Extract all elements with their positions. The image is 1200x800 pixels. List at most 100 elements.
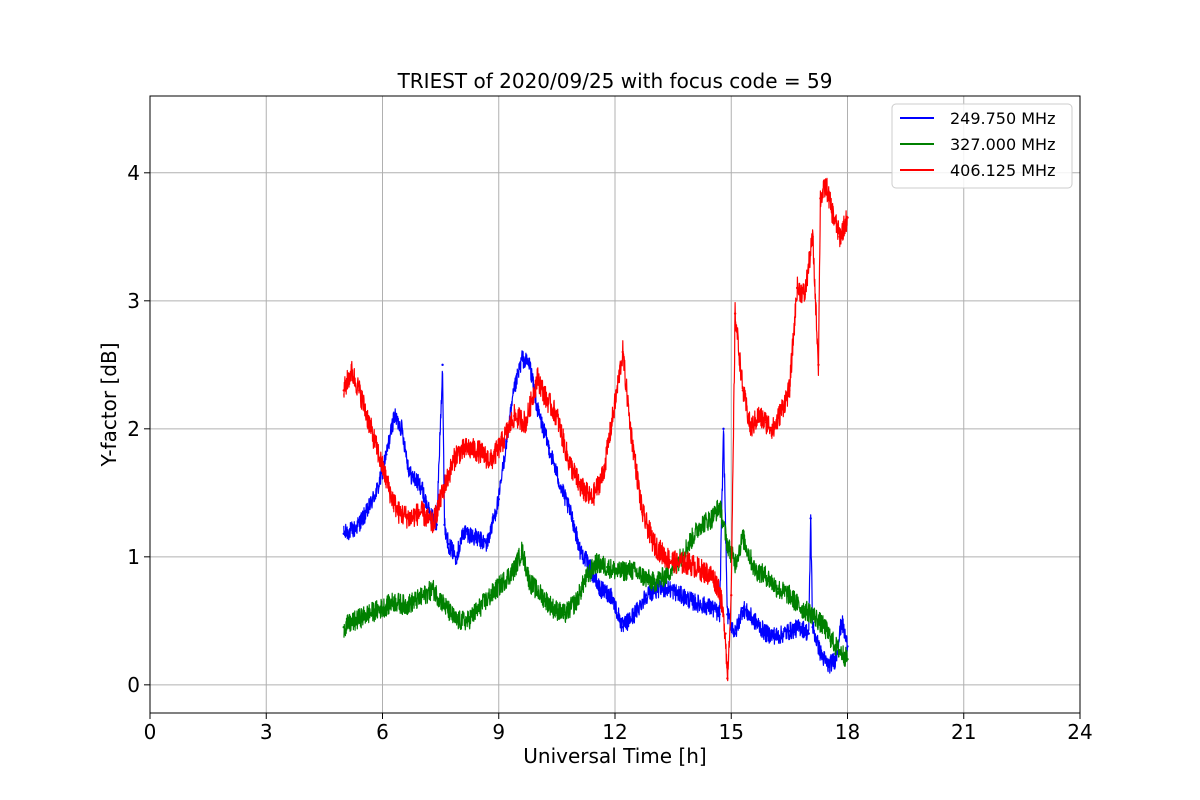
data-point <box>598 587 601 591</box>
data-point <box>606 565 609 569</box>
data-point <box>590 498 593 501</box>
data-point <box>505 440 508 443</box>
data-point <box>354 619 357 623</box>
x-axis-title: Universal Time [h] <box>523 744 706 768</box>
data-point <box>823 626 826 629</box>
data-point <box>420 485 423 488</box>
x-tick-label: 21 <box>951 720 976 744</box>
data-point <box>795 286 799 290</box>
data-point <box>803 293 807 296</box>
data-point <box>536 376 539 379</box>
data-point <box>679 594 683 597</box>
data-point <box>443 604 446 607</box>
legend: 249.750 MHz 327.000 MHz 406.125 MHz <box>891 103 1073 189</box>
data-point <box>447 542 450 546</box>
data-point <box>501 581 504 584</box>
data-point <box>462 530 466 533</box>
data-point <box>776 634 779 638</box>
data-point <box>373 440 376 443</box>
data-point <box>733 562 737 565</box>
data-point <box>741 536 745 539</box>
data-point <box>594 562 597 565</box>
data-point <box>675 562 679 565</box>
data-point <box>753 619 756 623</box>
data-point <box>392 414 396 418</box>
data-point <box>733 632 737 635</box>
data-point <box>811 235 814 239</box>
data-point <box>513 414 516 418</box>
x-tick-label: 0 <box>144 720 157 744</box>
data-point <box>466 446 469 450</box>
data-point <box>722 427 725 431</box>
data-point <box>431 587 435 591</box>
data-point <box>365 510 369 514</box>
x-tick-label: 24 <box>1067 720 1092 744</box>
data-point <box>578 549 582 552</box>
y-tick-label: 2 <box>127 417 140 441</box>
data-point <box>824 184 828 187</box>
data-point <box>478 450 481 454</box>
data-point <box>718 587 721 591</box>
data-point <box>454 619 458 623</box>
data-point <box>520 549 524 552</box>
data-point <box>691 600 694 603</box>
data-point <box>381 606 384 610</box>
chart-title: TRIEST of 2020/09/25 with focus code = 5… <box>397 69 833 93</box>
x-tick-label: 9 <box>492 720 505 744</box>
data-point <box>846 645 849 648</box>
data-point <box>846 216 849 219</box>
data-point <box>555 414 559 418</box>
data-point <box>420 510 423 514</box>
data-point <box>726 613 729 616</box>
data-point <box>809 517 812 520</box>
series-2 <box>342 499 849 668</box>
x-tick-label: 6 <box>376 720 389 744</box>
data-point <box>567 459 570 463</box>
data-point <box>501 440 504 443</box>
data-point <box>724 632 727 635</box>
x-tick-label: 12 <box>602 720 627 744</box>
data-point <box>772 427 776 431</box>
data-point <box>485 542 489 546</box>
data-point <box>776 587 779 591</box>
data-point <box>365 613 369 616</box>
data-point <box>342 389 345 392</box>
data-point <box>559 485 562 488</box>
data-point <box>788 389 791 392</box>
data-point <box>710 517 714 520</box>
data-point <box>838 235 841 239</box>
data-point <box>811 613 814 616</box>
data-point <box>640 574 644 578</box>
y-tick-label: 1 <box>127 545 140 569</box>
data-point <box>664 574 667 578</box>
data-point <box>726 677 729 680</box>
data-point <box>354 527 357 530</box>
x-tick-label: 15 <box>719 720 744 744</box>
data-point <box>764 574 768 578</box>
data-point <box>478 606 481 610</box>
data-point <box>586 562 590 565</box>
data-point <box>431 523 435 527</box>
data-point <box>621 350 624 354</box>
data-point <box>617 570 621 574</box>
data-point <box>741 606 745 610</box>
data-point <box>389 491 392 495</box>
data-point <box>819 197 822 200</box>
data-point <box>441 363 444 367</box>
data-point <box>788 629 791 633</box>
legend-label: 249.750 MHz <box>950 109 1055 128</box>
data-point <box>699 568 702 571</box>
data-point <box>489 594 493 597</box>
data-point <box>757 414 760 418</box>
data-point <box>799 626 803 629</box>
x-tick-label: 18 <box>835 720 860 744</box>
data-point <box>764 632 768 635</box>
data-point <box>571 517 574 520</box>
data-point <box>699 523 702 527</box>
data-point <box>830 210 834 213</box>
data-point <box>575 600 578 603</box>
series-group <box>342 177 849 682</box>
data-point <box>578 485 582 488</box>
data-point <box>718 613 721 616</box>
